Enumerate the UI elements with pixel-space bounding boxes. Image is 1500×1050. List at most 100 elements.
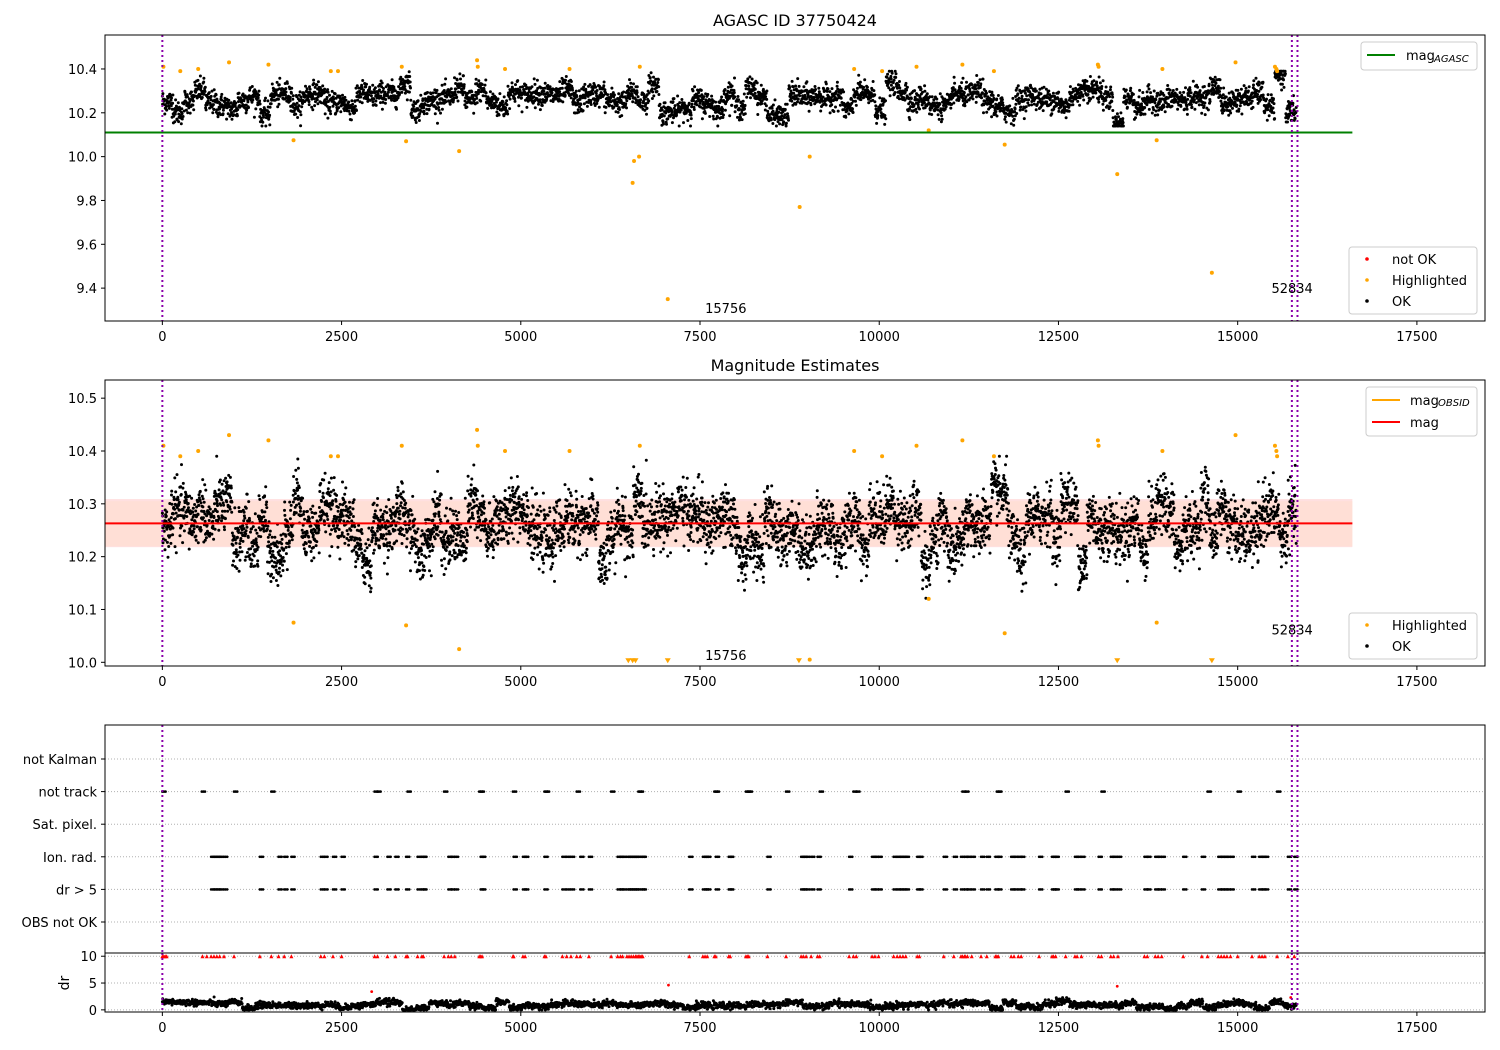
- data-point-ok: [617, 92, 621, 96]
- data-point-ok: [171, 93, 175, 97]
- data-point-ok: [1237, 107, 1241, 111]
- data-point-ok: [615, 103, 619, 107]
- data-point-ok: [743, 103, 747, 107]
- data-point-ok: [1240, 112, 1244, 116]
- data-point-ok: [276, 584, 280, 587]
- data-point-ok: [961, 76, 965, 80]
- data-point-ok: [771, 122, 775, 125]
- data-point-ok: [1224, 95, 1228, 99]
- data-point-ok: [1154, 98, 1158, 102]
- data-point-ok: [1121, 121, 1125, 125]
- data-point-ok: [944, 105, 948, 108]
- data-point-ok: [365, 82, 368, 86]
- data-point-ok: [505, 109, 509, 113]
- data-point-ok: [196, 87, 200, 91]
- data-point-ok: [323, 87, 327, 91]
- data-point-ok: [978, 78, 982, 82]
- data-point-ok: [196, 541, 200, 545]
- data-point-ok: [270, 559, 274, 563]
- data-point-ok: [217, 528, 221, 532]
- data-point-ok: [362, 91, 366, 95]
- data-point-ok: [190, 90, 193, 94]
- data-point-ok: [612, 93, 616, 97]
- data-point-ok: [180, 112, 184, 116]
- data-point-ok: [257, 494, 261, 498]
- data-point-ok: [533, 106, 537, 110]
- data-point-ok: [200, 96, 204, 99]
- data-point-ok: [409, 86, 412, 90]
- data-point-ok: [247, 500, 251, 504]
- data-point-ok: [302, 547, 306, 551]
- data-point-ok: [355, 84, 359, 88]
- data-point-ok: [431, 91, 435, 95]
- data-point-ok: [181, 115, 185, 118]
- data-point-ok: [962, 91, 966, 95]
- data-point-ok: [750, 77, 754, 81]
- data-point-ok: [381, 100, 385, 104]
- data-point-ok: [266, 535, 270, 539]
- data-point-ok: [453, 76, 456, 80]
- data-point-ok: [239, 537, 243, 540]
- data-point-ok: [326, 116, 330, 120]
- data-point-ok: [1022, 117, 1026, 121]
- data-point-ok: [561, 100, 565, 104]
- data-point-highlighted: [227, 60, 232, 65]
- data-point-ok: [1110, 93, 1114, 96]
- data-point-ok: [292, 475, 296, 478]
- data-point-ok: [733, 110, 737, 114]
- data-point-ok: [353, 111, 357, 115]
- data-point-ok: [289, 508, 293, 512]
- data-point-ok: [202, 76, 206, 80]
- data-point-ok: [604, 105, 608, 109]
- data-point-ok: [314, 511, 318, 515]
- data-point-ok: [952, 101, 956, 105]
- data-point-ok: [223, 509, 227, 513]
- data-point-ok: [308, 544, 312, 548]
- data-point-ok: [285, 81, 289, 85]
- data-point-ok: [353, 99, 357, 103]
- x-tick-label: 2500: [325, 330, 358, 345]
- data-point-ok: [284, 93, 287, 97]
- data-point-ok: [265, 500, 269, 504]
- data-point-ok: [1134, 116, 1137, 120]
- data-point-ok: [268, 113, 272, 117]
- data-point-ok: [398, 91, 402, 95]
- data-point-ok: [311, 515, 315, 519]
- data-point-ok: [160, 511, 164, 515]
- data-point-ok: [1085, 79, 1089, 83]
- data-point-ok: [567, 91, 570, 95]
- data-point-ok: [1137, 95, 1141, 99]
- data-point-ok: [215, 454, 219, 458]
- data-point-ok: [879, 107, 883, 111]
- data-point-ok: [552, 88, 556, 91]
- data-point-ok: [462, 83, 466, 87]
- data-point-highlighted: [457, 149, 462, 154]
- data-point-ok: [463, 91, 467, 95]
- data-point-ok: [1236, 88, 1240, 92]
- data-point-ok: [1265, 118, 1269, 122]
- data-point-ok: [817, 86, 821, 90]
- data-point-ok: [274, 564, 278, 568]
- data-point-highlighted: [475, 64, 480, 69]
- data-point-ok: [1029, 83, 1032, 87]
- data-point-ok: [171, 526, 175, 530]
- data-point-ok: [602, 84, 606, 88]
- data-point-ok: [1150, 111, 1154, 115]
- data-point-ok: [889, 77, 893, 81]
- data-point-ok: [310, 105, 314, 109]
- data-point-ok: [486, 95, 490, 99]
- data-point-ok: [784, 124, 788, 128]
- data-point-ok: [639, 98, 643, 102]
- data-point-ok: [417, 119, 421, 122]
- data-point-ok: [1178, 91, 1182, 95]
- data-point-ok: [243, 516, 247, 520]
- data-point-ok: [226, 112, 230, 116]
- data-point-ok: [165, 540, 169, 544]
- data-point-ok: [288, 539, 291, 543]
- data-point-ok: [316, 102, 320, 106]
- data-point-ok: [212, 108, 216, 111]
- data-point-ok: [330, 89, 334, 93]
- data-point-ok: [1129, 86, 1133, 90]
- data-point-ok: [304, 542, 308, 545]
